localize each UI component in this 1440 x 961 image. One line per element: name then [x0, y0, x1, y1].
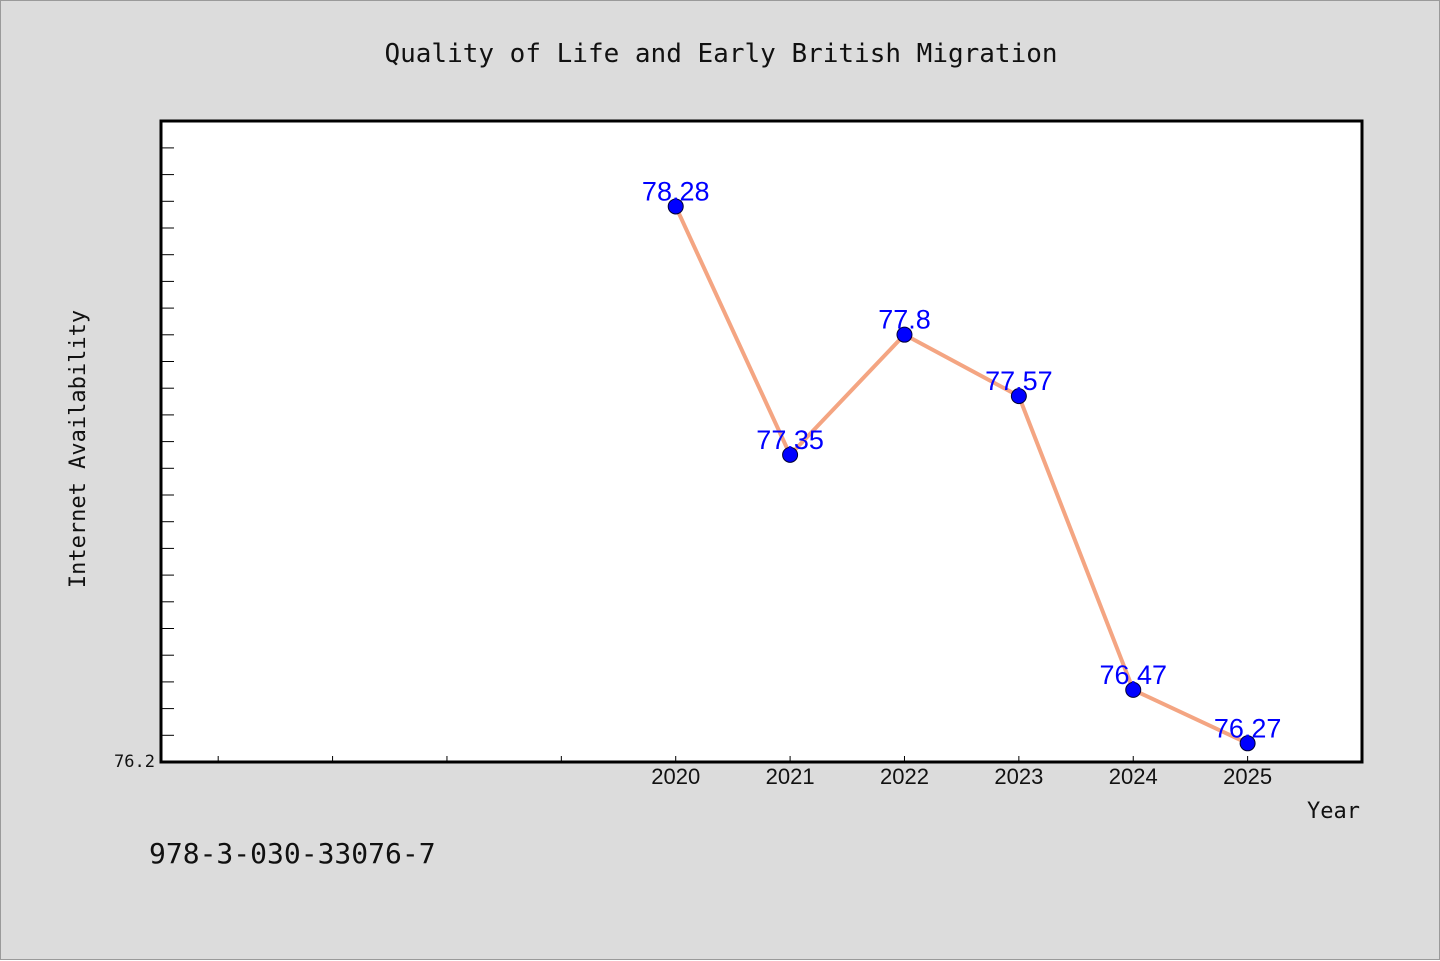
isbn-note: 978-3-030-33076-7: [149, 837, 436, 870]
x-axis-minor-ticks: [217, 756, 1249, 761]
data-markers: [667, 198, 1256, 752]
data-label: 76.47: [1099, 660, 1167, 690]
x-axis-tick-labels: 2020 2021 2022 2023 2024 2025: [651, 764, 1272, 789]
series-line: [673, 204, 1250, 746]
y-axis-minor-ticks: [162, 147, 174, 763]
data-point: [1239, 735, 1256, 752]
x-tick-label: 2023: [994, 764, 1043, 789]
chart-title: Quality of Life and Early British Migrat…: [384, 39, 1057, 69]
data-label: 77.57: [985, 366, 1053, 396]
plot-area: [159, 119, 1364, 764]
x-axis-label: Year: [1307, 799, 1360, 824]
data-point: [667, 198, 684, 215]
x-tick-label: 2020: [651, 764, 700, 789]
data-point: [896, 326, 913, 343]
data-label: 78.28: [642, 176, 710, 206]
data-label: 77.8: [878, 305, 931, 335]
data-label: 77.35: [756, 425, 824, 455]
data-point: [782, 446, 799, 463]
data-point: [1010, 388, 1027, 405]
y-tick-label: 76.2: [114, 752, 155, 772]
x-tick-label: 2024: [1109, 764, 1158, 789]
x-tick-label: 2021: [766, 764, 815, 789]
x-tick-label: 2025: [1223, 764, 1272, 789]
data-label: 76.27: [1214, 713, 1282, 743]
data-point: [1125, 681, 1142, 698]
x-tick-label: 2022: [880, 764, 929, 789]
series-lines: [673, 204, 1250, 746]
y-axis-label: Internet Availability: [66, 310, 91, 588]
data-labels: 78.28 77.35 77.8 77.57 76.47 76.27: [642, 176, 1281, 743]
y-axis-tick-labels: 76.2: [114, 752, 155, 772]
